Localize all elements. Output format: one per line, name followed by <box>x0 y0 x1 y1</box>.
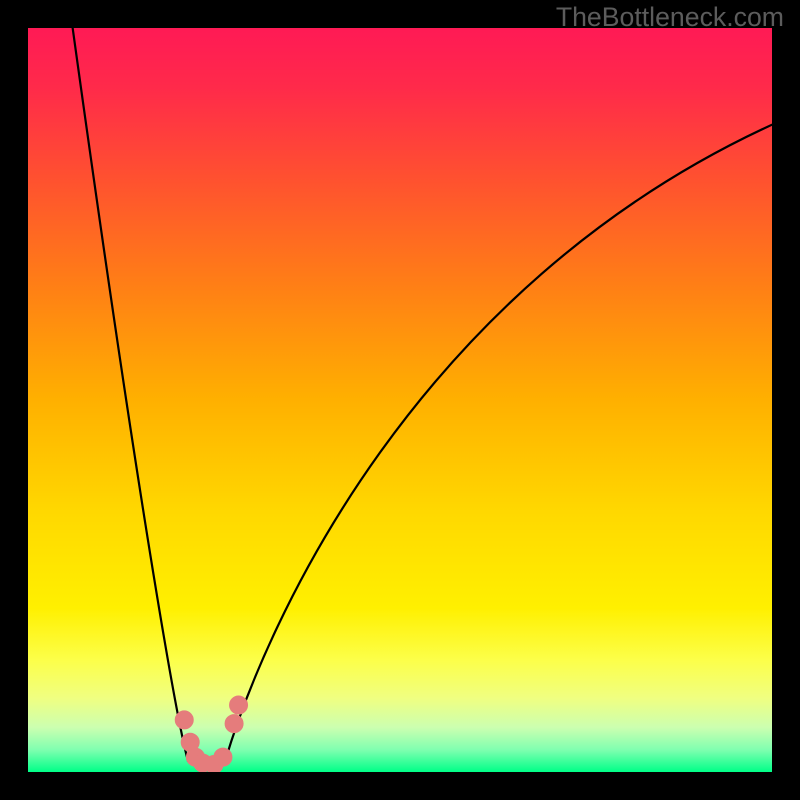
plot-area <box>28 28 772 772</box>
marker-point <box>214 748 232 766</box>
chart-svg <box>28 28 772 772</box>
marker-point <box>230 696 248 714</box>
gradient-background <box>28 28 772 772</box>
marker-point <box>225 715 243 733</box>
chart-frame: TheBottleneck.com <box>0 0 800 800</box>
marker-point <box>175 711 193 729</box>
